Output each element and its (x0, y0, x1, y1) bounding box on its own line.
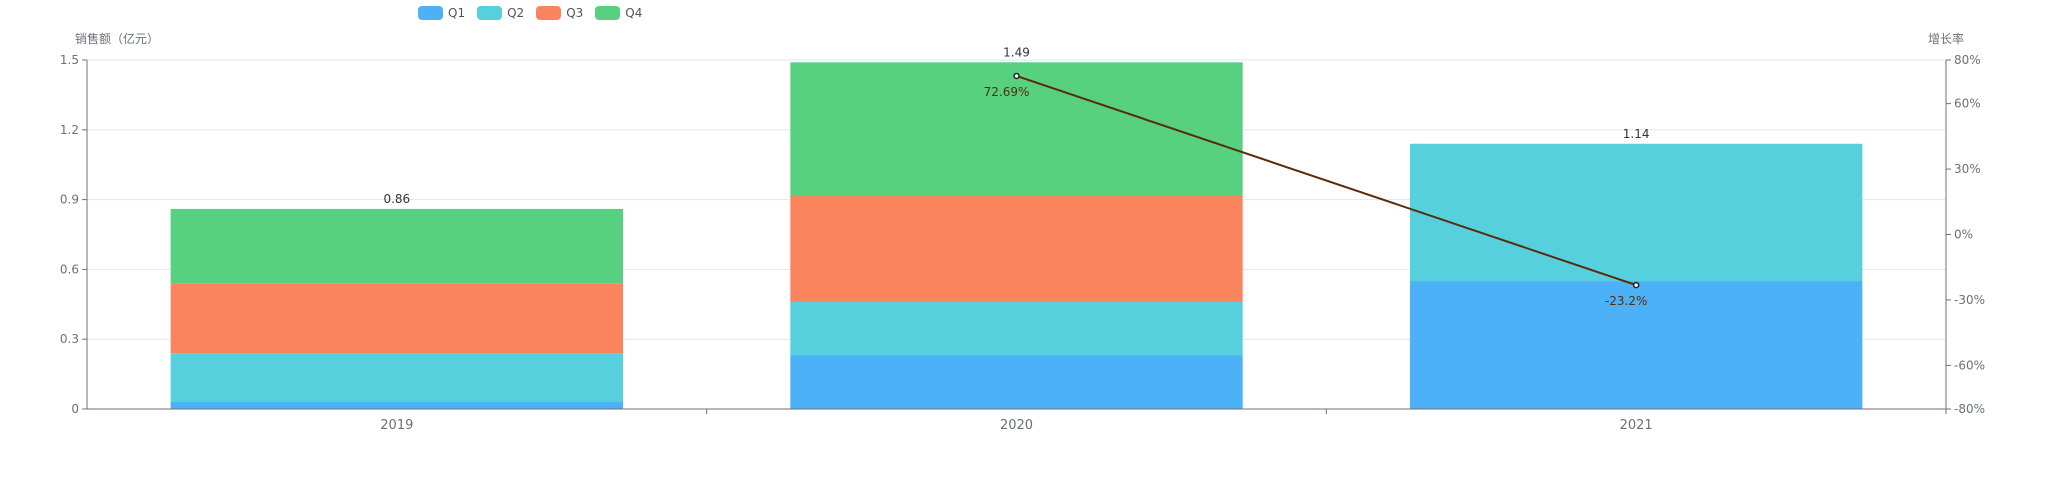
legend-label: Q3 (566, 6, 584, 20)
x-tick-label: 2021 (1620, 418, 1653, 433)
legend-label: Q1 (448, 6, 466, 20)
bar-q2-2020 (790, 301, 1243, 356)
y2-axis-title: 增长率 (1928, 32, 1965, 46)
growth-point (1632, 281, 1640, 289)
growth-point (1013, 72, 1020, 80)
total-label: 1.14 (1623, 127, 1650, 141)
bar-q4-2020 (790, 62, 1243, 195)
y2-tick-label: 30% (1954, 162, 1981, 176)
y2-tick-label: -80% (1954, 402, 1985, 416)
y2-tick-label: 60% (1954, 97, 1981, 111)
y-tick-label: 0.6 (60, 262, 79, 276)
bar-q4-2019 (170, 208, 624, 284)
legend-swatch (595, 6, 621, 20)
bar-q1-2020 (790, 355, 1243, 409)
legend-item-q1[interactable]: Q1 (418, 6, 465, 20)
y-axis-title: 销售额（亿元） (75, 32, 160, 46)
y-tick-label: 1.5 (60, 53, 79, 67)
legend-swatch (536, 6, 562, 20)
y2-tick-label: -60% (1954, 358, 1985, 372)
legend-item-q2[interactable]: Q2 (477, 6, 524, 20)
legend-label: Q4 (625, 6, 643, 20)
legend-item-q4[interactable]: Q4 (595, 6, 642, 20)
x-tick-label: 2020 (1000, 418, 1033, 433)
legend-item-q3[interactable]: Q3 (536, 6, 583, 20)
bar-q3-2019 (170, 283, 624, 354)
y2-tick-label: 0% (1954, 228, 1973, 242)
total-label: 1.49 (1003, 45, 1030, 59)
bar-q2-2019 (170, 353, 624, 403)
growth-line (1016, 74, 1637, 287)
legend: Q1 Q2 Q3 Q4 (418, 6, 642, 20)
legend-label: Q2 (507, 6, 525, 20)
total-label: 0.86 (383, 192, 410, 206)
bar-q1-2019 (170, 402, 624, 409)
y-tick-label: 0.9 (60, 193, 79, 207)
growth-label: -23.2% (1605, 294, 1647, 308)
y-tick-label: 1.2 (60, 123, 79, 137)
legend-swatch (418, 6, 443, 20)
x-tick-label: 2019 (380, 418, 413, 433)
y-tick-label: 0 (71, 402, 79, 416)
y-tick-label: 0.3 (60, 332, 79, 346)
legend-swatch (477, 6, 503, 20)
y2-tick-label: 80% (1954, 53, 1981, 67)
bar-q2-2021 (1409, 143, 1863, 282)
bar-q3-2020 (790, 194, 1243, 302)
growth-label: 72.69% (984, 85, 1030, 99)
bar-q1-2021 (1409, 281, 1863, 409)
y2-tick-label: -30% (1954, 293, 1985, 307)
